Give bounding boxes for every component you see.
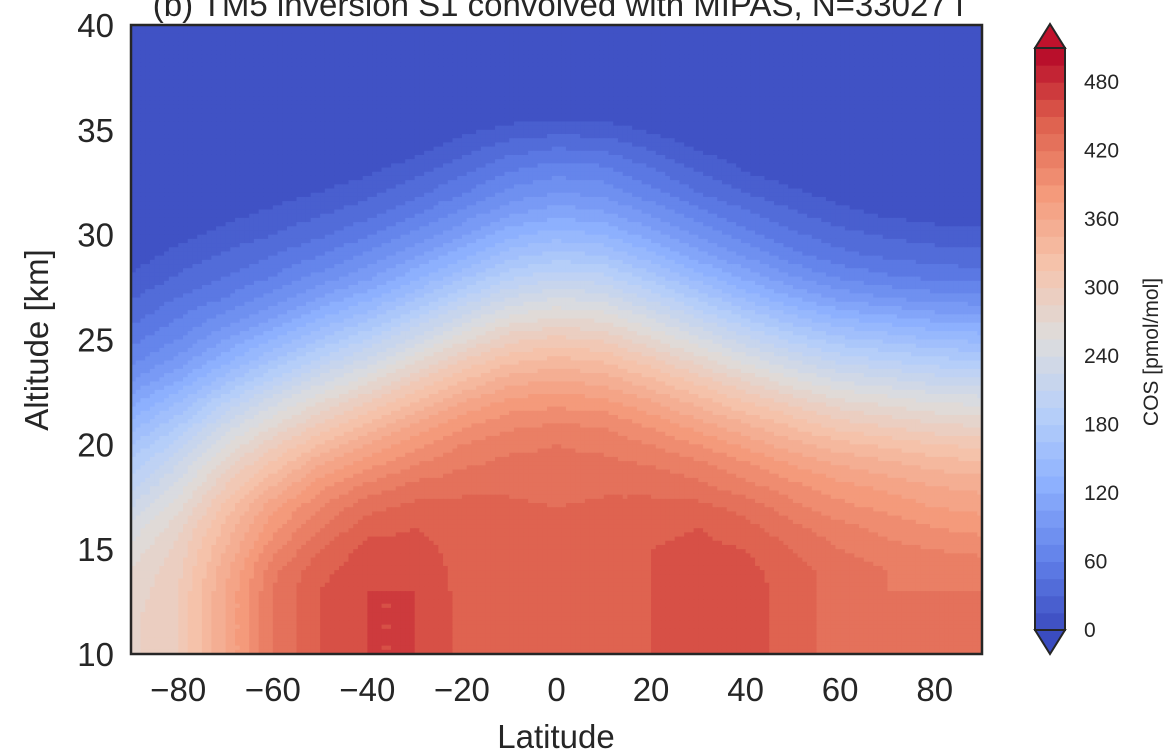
- x-tick-label: 20: [633, 671, 670, 708]
- colorbar-level: [1035, 339, 1065, 357]
- colorbar-tick-label: 0: [1084, 619, 1096, 642]
- colorbar-level: [1035, 459, 1065, 477]
- colorbar-level: [1035, 65, 1065, 83]
- colorbar-level: [1035, 544, 1065, 562]
- colorbar-level: [1035, 151, 1065, 169]
- y-tick-label: 35: [77, 112, 114, 149]
- x-tick-label: −40: [339, 671, 395, 708]
- colorbar: [1035, 24, 1065, 654]
- x-tick-label: 80: [916, 671, 953, 708]
- x-tick-label: −80: [150, 671, 206, 708]
- colorbar-level: [1035, 407, 1065, 425]
- x-tick-label: −20: [434, 671, 490, 708]
- y-tick-label: 10: [77, 636, 114, 673]
- colorbar-level: [1035, 305, 1065, 323]
- colorbar-tick-label: 240: [1084, 345, 1119, 368]
- x-tick-label: −60: [245, 671, 301, 708]
- y-tick-labels: 10 15 20 25 30 35 40: [77, 7, 114, 673]
- y-tick-label: 15: [77, 531, 114, 568]
- y-tick-label: 25: [77, 322, 114, 359]
- colorbar-tick-label: 360: [1084, 208, 1119, 231]
- colorbar-level: [1035, 322, 1065, 340]
- colorbar-level: [1035, 288, 1065, 306]
- colorbar-level: [1035, 82, 1065, 100]
- colorbar-level: [1035, 271, 1065, 289]
- colorbar-level: [1035, 99, 1065, 117]
- colorbar-tick-label: 120: [1084, 482, 1119, 505]
- x-tick-labels: −80 −60 −40 −20 0 20 40 60 80: [150, 671, 953, 708]
- y-tick-label: 40: [77, 7, 114, 44]
- colorbar-extend-min: [1035, 630, 1065, 654]
- colorbar-tick-label: 180: [1084, 414, 1119, 437]
- colorbar-level: [1035, 253, 1065, 271]
- colorbar-level: [1035, 236, 1065, 254]
- colorbar-tick-label: 420: [1084, 140, 1119, 163]
- colorbar-level: [1035, 493, 1065, 511]
- colorbar-level: [1035, 527, 1065, 545]
- colorbar-level: [1035, 185, 1065, 203]
- y-axis-label: Altitude [km]: [18, 249, 55, 431]
- colorbar-label: COS [pmol/mol]: [1140, 278, 1163, 426]
- x-tick-label: 60: [822, 671, 859, 708]
- contour-field: [131, 25, 983, 655]
- colorbar-level: [1035, 373, 1065, 391]
- colorbar-level: [1035, 116, 1065, 134]
- colorbar-level: [1035, 356, 1065, 374]
- colorbar-level: [1035, 442, 1065, 460]
- colorbar-level: [1035, 613, 1065, 631]
- x-tick-label: 40: [727, 671, 764, 708]
- y-tick-label: 30: [77, 217, 114, 254]
- colorbar-level: [1035, 390, 1065, 408]
- colorbar-tick-labels: 0 60 120 180 240 300 360 420 480: [1084, 71, 1119, 642]
- x-axis-label: Latitude: [497, 718, 614, 754]
- colorbar-tick-label: 60: [1084, 551, 1107, 574]
- colorbar-level: [1035, 562, 1065, 580]
- colorbar-level: [1035, 596, 1065, 614]
- colorbar-level: [1035, 168, 1065, 186]
- x-tick-label: 0: [547, 671, 565, 708]
- colorbar-tick-label: 480: [1084, 71, 1119, 94]
- colorbar-extend-max: [1035, 24, 1065, 48]
- colorbar-level: [1035, 476, 1065, 494]
- colorbar-level: [1035, 134, 1065, 152]
- colorbar-level: [1035, 219, 1065, 237]
- colorbar-level: [1035, 48, 1065, 66]
- colorbar-level: [1035, 579, 1065, 597]
- colorbar-level: [1035, 202, 1065, 220]
- colorbar-level: [1035, 425, 1065, 443]
- colorbar-level: [1035, 510, 1065, 528]
- y-tick-label: 20: [77, 426, 114, 463]
- colorbar-tick-label: 300: [1084, 277, 1119, 300]
